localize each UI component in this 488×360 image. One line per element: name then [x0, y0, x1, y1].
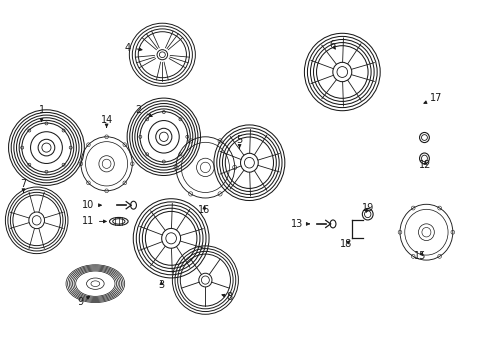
- Text: 18: 18: [339, 239, 352, 249]
- Text: 16: 16: [198, 204, 210, 215]
- Text: 11: 11: [81, 216, 106, 226]
- Text: 14: 14: [100, 114, 113, 127]
- Text: 2: 2: [135, 105, 152, 116]
- Text: 1: 1: [39, 105, 44, 121]
- Text: 10: 10: [81, 200, 101, 210]
- Text: 7: 7: [20, 179, 26, 192]
- Text: 5: 5: [236, 135, 242, 148]
- Text: 13: 13: [290, 219, 308, 229]
- Text: 9: 9: [77, 296, 89, 307]
- Text: 15: 15: [413, 251, 426, 261]
- Text: 19: 19: [361, 203, 373, 213]
- Text: 8: 8: [222, 292, 232, 302]
- Text: 3: 3: [158, 280, 164, 290]
- Text: 6: 6: [329, 40, 335, 50]
- Text: 12: 12: [418, 160, 431, 170]
- Text: 17: 17: [423, 93, 442, 103]
- Text: 4: 4: [124, 42, 142, 53]
